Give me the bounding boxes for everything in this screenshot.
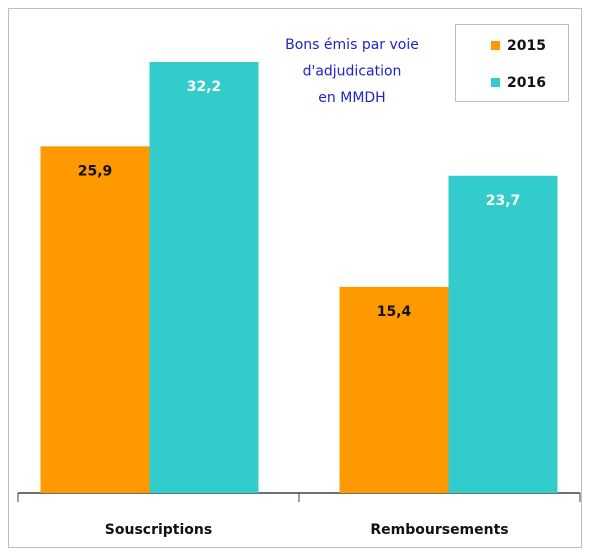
chart-title: d'adjudication <box>303 64 402 80</box>
value-label: 25,9 <box>78 163 113 179</box>
chart-title: en MMDH <box>318 90 385 106</box>
value-label: 32,2 <box>187 79 222 95</box>
legend-box <box>455 24 569 102</box>
bar <box>149 62 259 493</box>
x-tick-label: Remboursements <box>370 522 508 538</box>
value-label: 23,7 <box>486 193 521 209</box>
x-tick-label: Souscriptions <box>105 522 212 538</box>
legend-label: 2016 <box>507 75 546 91</box>
chart-title: Bons émis par voie <box>285 37 419 53</box>
bar <box>40 146 150 493</box>
value-label: 15,4 <box>377 304 412 320</box>
legend-swatch <box>491 78 500 87</box>
legend-swatch <box>491 41 500 50</box>
bar <box>339 286 449 493</box>
legend-label: 2015 <box>507 38 546 54</box>
bar <box>448 175 558 493</box>
